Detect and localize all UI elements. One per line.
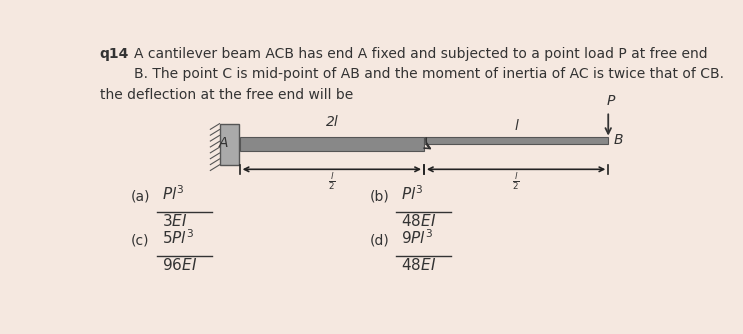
Text: the deflection at the free end will be: the deflection at the free end will be xyxy=(100,88,353,102)
Text: $5Pl^3$: $5Pl^3$ xyxy=(162,228,194,247)
Text: $Pl^3$: $Pl^3$ xyxy=(401,185,424,203)
Text: $3EI$: $3EI$ xyxy=(162,213,187,229)
Bar xyxy=(240,137,424,151)
Text: 2l: 2l xyxy=(325,116,338,130)
Text: P: P xyxy=(607,94,615,108)
Text: $96EI$: $96EI$ xyxy=(162,257,197,273)
Text: $9Pl^3$: $9Pl^3$ xyxy=(401,228,433,247)
Text: $48EI$: $48EI$ xyxy=(401,257,436,273)
Text: (a): (a) xyxy=(130,189,150,203)
Text: $\frac{l}{2}$: $\frac{l}{2}$ xyxy=(328,171,336,192)
Bar xyxy=(220,124,239,165)
Text: (c): (c) xyxy=(130,233,149,247)
Text: $\frac{l}{2}$: $\frac{l}{2}$ xyxy=(513,171,520,192)
Text: $Pl^3$: $Pl^3$ xyxy=(162,185,184,203)
Text: q14: q14 xyxy=(100,46,129,60)
Text: A: A xyxy=(218,136,228,150)
Text: $48EI$: $48EI$ xyxy=(401,213,436,229)
Text: l: l xyxy=(514,119,518,133)
Text: (b): (b) xyxy=(369,189,389,203)
Text: A cantilever beam ACB has end A fixed and subjected to a point load P at free en: A cantilever beam ACB has end A fixed an… xyxy=(134,46,708,60)
Text: B. The point C is mid-point of AB and the moment of inertia of AC is twice that : B. The point C is mid-point of AB and th… xyxy=(134,67,724,81)
Bar xyxy=(424,137,609,144)
Text: B: B xyxy=(614,133,623,147)
Text: (d): (d) xyxy=(369,233,389,247)
